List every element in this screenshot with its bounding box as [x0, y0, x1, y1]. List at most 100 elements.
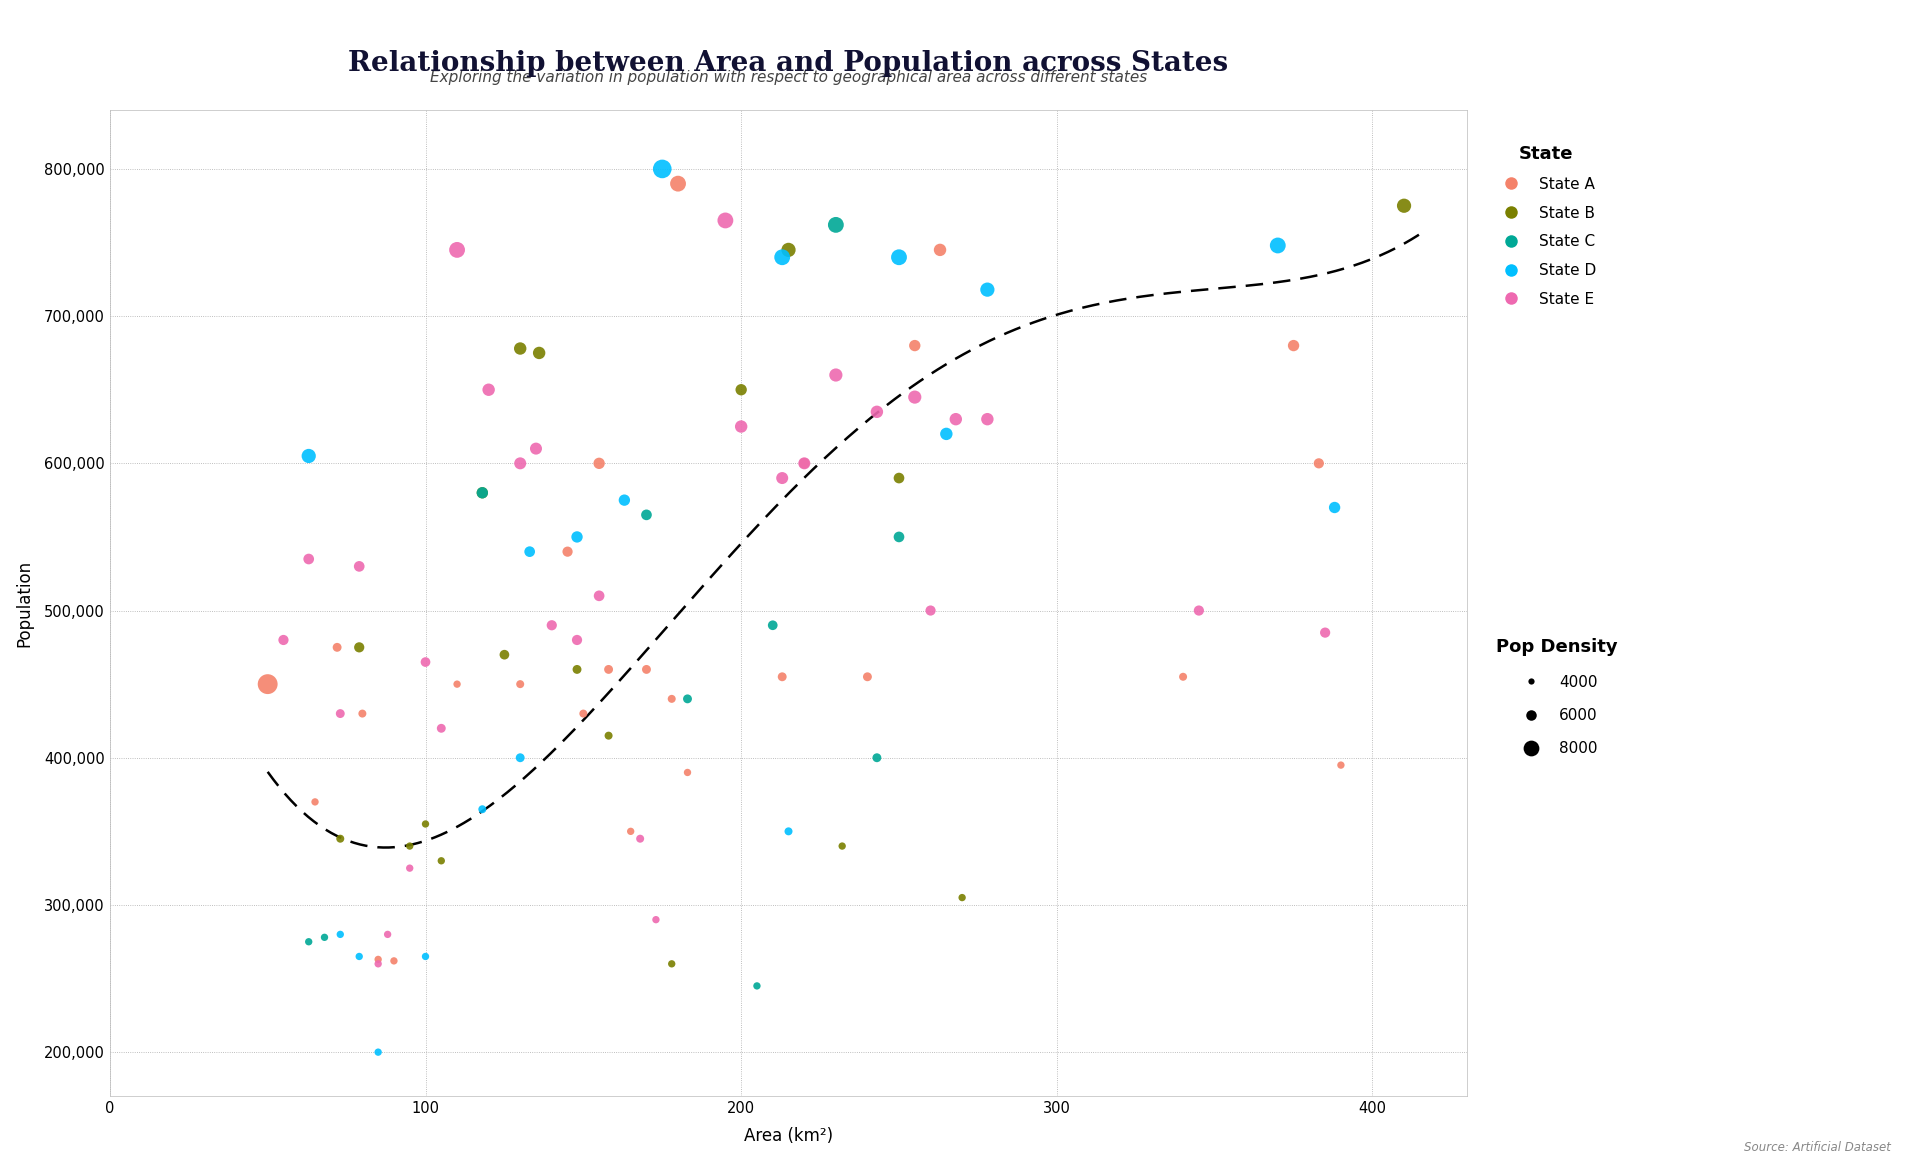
Text: Exploring the variation in population with respect to geographical area across d: Exploring the variation in population wi…: [430, 70, 1146, 86]
Point: [363, 1043, 394, 1062]
Point: [563, 527, 593, 546]
Point: [324, 925, 355, 943]
Point: [883, 469, 914, 488]
Point: [862, 749, 893, 768]
Point: [632, 505, 662, 524]
Point: [1304, 454, 1334, 472]
Point: [515, 543, 545, 561]
Point: [766, 247, 797, 266]
Point: [883, 247, 914, 266]
Point: [467, 483, 497, 502]
Point: [972, 280, 1002, 299]
Point: [1319, 498, 1350, 517]
Point: [647, 159, 678, 178]
Point: [593, 727, 624, 745]
Point: [710, 211, 741, 230]
Point: [442, 240, 472, 259]
Point: [789, 454, 820, 472]
Point: [426, 718, 457, 737]
Point: [505, 339, 536, 357]
Point: [363, 950, 394, 969]
Point: [372, 925, 403, 943]
Point: [726, 381, 756, 400]
Point: [774, 822, 804, 840]
Point: [1263, 236, 1294, 254]
Point: [563, 660, 593, 679]
Point: [411, 653, 442, 672]
Point: [378, 952, 409, 970]
Point: [614, 822, 645, 840]
Point: [899, 388, 929, 407]
Point: [899, 336, 929, 355]
Point: [505, 454, 536, 472]
Point: [883, 527, 914, 546]
Point: [741, 976, 772, 995]
Point: [726, 417, 756, 436]
Y-axis label: Population: Population: [15, 559, 33, 647]
Point: [294, 933, 324, 952]
Point: [925, 240, 956, 259]
Point: [472, 381, 503, 400]
Point: [524, 343, 555, 362]
Point: [505, 749, 536, 768]
Point: [774, 240, 804, 259]
Point: [662, 175, 693, 193]
Point: [442, 675, 472, 694]
Legend: 4000, 6000, 8000: 4000, 6000, 8000: [1488, 631, 1626, 764]
Point: [820, 216, 851, 234]
Point: [294, 447, 324, 465]
Point: [426, 851, 457, 870]
Point: [641, 911, 672, 929]
Point: [1325, 756, 1356, 775]
Point: [766, 667, 797, 686]
Point: [657, 954, 687, 973]
Point: [609, 491, 639, 510]
Point: [344, 557, 374, 575]
Point: [324, 830, 355, 849]
Point: [294, 550, 324, 568]
Point: [972, 410, 1002, 429]
Point: [1279, 336, 1309, 355]
Point: [309, 928, 340, 947]
Point: [624, 830, 655, 849]
Point: [931, 424, 962, 443]
Point: [789, 454, 820, 472]
Point: [411, 947, 442, 966]
Point: [520, 440, 551, 458]
Point: [394, 859, 424, 878]
Point: [568, 704, 599, 723]
Point: [363, 954, 394, 973]
Point: [269, 631, 300, 649]
Point: [323, 638, 353, 656]
Point: [490, 646, 520, 665]
Point: [672, 689, 703, 708]
Point: [344, 947, 374, 966]
Point: [1388, 197, 1419, 216]
Point: [852, 667, 883, 686]
Text: Source: Artificial Dataset: Source: Artificial Dataset: [1745, 1142, 1891, 1154]
Point: [505, 675, 536, 694]
Point: [411, 815, 442, 833]
Point: [584, 586, 614, 605]
Point: [1183, 601, 1213, 620]
Point: [584, 454, 614, 472]
Point: [947, 888, 977, 907]
Point: [300, 792, 330, 811]
Point: [394, 837, 424, 856]
Title: Relationship between Area and Population across States: Relationship between Area and Population…: [348, 50, 1229, 77]
Point: [941, 410, 972, 429]
Point: [252, 675, 282, 694]
Point: [1309, 624, 1340, 642]
Point: [820, 366, 851, 384]
Point: [467, 799, 497, 818]
Point: [467, 483, 497, 502]
Point: [348, 704, 378, 723]
Point: [563, 631, 593, 649]
Point: [593, 660, 624, 679]
Point: [657, 689, 687, 708]
Point: [672, 763, 703, 782]
Point: [828, 837, 858, 856]
Point: [766, 469, 797, 488]
Point: [344, 638, 374, 656]
Point: [553, 543, 584, 561]
